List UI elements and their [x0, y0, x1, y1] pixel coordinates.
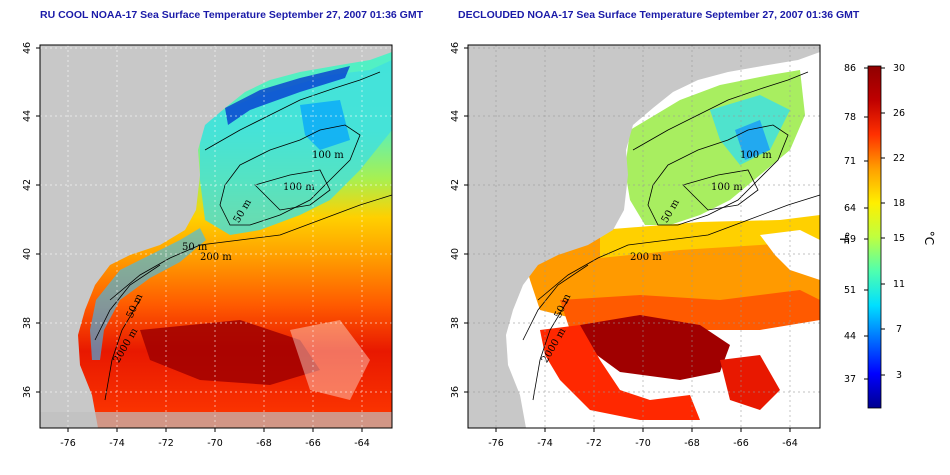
fahrenheit-tick-label: 64 [844, 203, 856, 214]
lat-tick-label: 38 [22, 317, 33, 329]
right-map-panel [468, 45, 820, 428]
lat-tick-label: 46 [22, 42, 33, 54]
lon-tick-label: -68 [684, 438, 700, 449]
celsius-tick-label: 15 [893, 233, 905, 244]
celsius-tick-label: 30 [893, 63, 905, 74]
lat-tick-label: 46 [450, 42, 461, 54]
left-map-frame [39, 44, 393, 429]
lat-tick-label: 36 [450, 386, 461, 398]
lon-tick-label: -70 [207, 438, 223, 449]
lat-tick-label: 42 [22, 179, 33, 191]
left-lat-axis: 46 44 42 40 38 36 [22, 42, 40, 398]
celsius-tick-label: 26 [893, 108, 905, 119]
contour-label: 100 m [312, 150, 344, 161]
fahrenheit-tick-label: 59 [844, 234, 856, 245]
lon-tick-label: -66 [305, 438, 321, 449]
left-bathymetry-contours [94, 71, 393, 401]
lat-tick-label: 44 [22, 110, 33, 122]
fahrenheit-unit-label: °F [837, 232, 851, 245]
lon-tick-label: -74 [109, 438, 125, 449]
left-map-title: RU COOL NOAA-17 Sea Surface Temperature … [40, 9, 424, 21]
right-map-gridlines [468, 45, 820, 428]
contour-label: 100 m [740, 150, 772, 161]
fahrenheit-tick-label: 51 [844, 285, 856, 296]
right-lat-axis: 46 44 42 40 38 36 [450, 42, 468, 398]
left-map-gridlines [40, 45, 392, 428]
colorbar-gradient [867, 65, 882, 409]
left-lon-axis: -76 -74 -72 -70 -68 -66 -64 [60, 428, 370, 449]
lon-tick-label: -72 [586, 438, 602, 449]
lon-tick-label: -72 [158, 438, 174, 449]
celsius-unit-label: °C [922, 231, 936, 245]
lon-tick-label: -70 [635, 438, 651, 449]
fahrenheit-tick-label: 37 [844, 374, 856, 385]
contour-label: 200 m [630, 252, 662, 263]
left-map-panel [40, 45, 392, 428]
right-map-frame [467, 44, 821, 429]
fahrenheit-tick-label: 71 [844, 156, 856, 167]
lon-tick-label: -76 [488, 438, 504, 449]
lon-tick-label: -66 [733, 438, 749, 449]
lon-tick-label: -76 [60, 438, 76, 449]
lat-tick-label: 40 [450, 248, 461, 260]
right-bathymetry-contours [522, 71, 821, 401]
lon-tick-label: -64 [354, 438, 370, 449]
contour-label: 50 m [182, 242, 208, 253]
celsius-tick-label: 18 [893, 198, 905, 209]
fahrenheit-tick-label: 78 [844, 112, 856, 123]
lat-tick-label: 42 [450, 179, 461, 191]
contour-label: 200 m [200, 252, 232, 263]
right-map-title: DECLOUDED NOAA-17 Sea Surface Temperatur… [458, 9, 860, 21]
lat-tick-label: 40 [22, 248, 33, 260]
lon-tick-label: -68 [256, 438, 272, 449]
lat-tick-label: 44 [450, 110, 461, 122]
fahrenheit-tick-label: 86 [844, 63, 856, 74]
celsius-tick-label: 22 [893, 153, 905, 164]
celsius-tick-label: 11 [893, 279, 905, 290]
lon-tick-label: -74 [537, 438, 553, 449]
celsius-tick-label: 7 [896, 324, 902, 335]
lon-tick-label: -64 [782, 438, 798, 449]
fahrenheit-tick-label: 44 [844, 331, 856, 342]
lat-tick-label: 36 [22, 386, 33, 398]
colorbar: 86 78 71 64 59 51 44 37 30 26 22 18 15 1… [837, 63, 936, 409]
lat-tick-label: 38 [450, 317, 461, 329]
contour-label: 100 m [711, 182, 743, 193]
celsius-tick-label: 3 [896, 370, 902, 381]
contour-label: 100 m [283, 182, 315, 193]
right-lon-axis: -76 -74 -72 -70 -68 -66 -64 [488, 428, 798, 449]
